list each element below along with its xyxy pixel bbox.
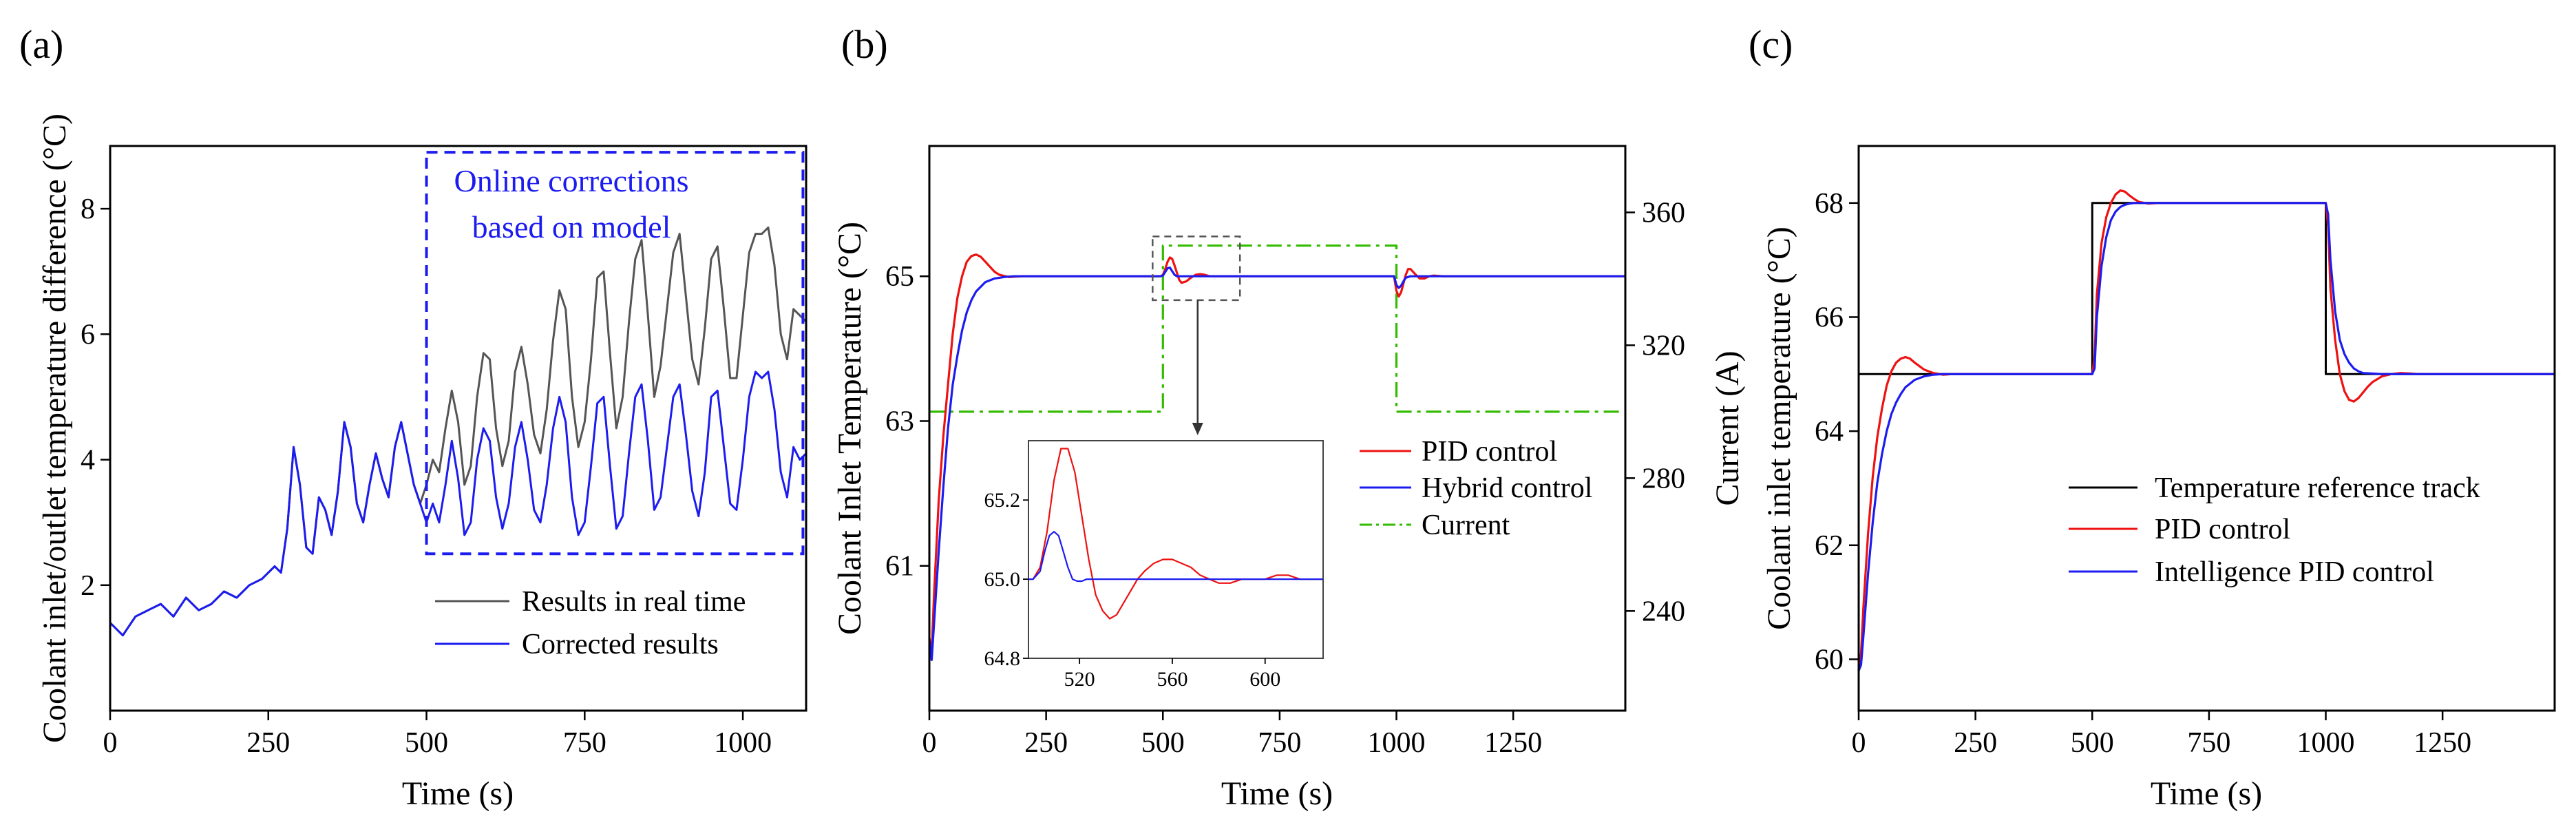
panel-a-plot-area [109, 226, 807, 637]
c-ytick-label: 60 [1815, 644, 1844, 676]
annotation-line-1: Online corrections [454, 163, 688, 198]
b-ytick-label: 63 [885, 406, 914, 437]
pid-line-b [928, 253, 1625, 654]
legend-label-realtime: Results in real time [522, 586, 746, 618]
panel-b-legend: PID control Hybrid control Current [1360, 436, 1592, 541]
inset-hybrid-line [1028, 530, 1323, 583]
a-xtick-label: 1000 [714, 727, 772, 759]
a-ytick-label: 2 [81, 570, 95, 602]
b-ytick-label: 61 [885, 551, 914, 583]
inset-frame [1028, 440, 1324, 659]
panel-a: (a) 0 250 500 750 1000 2 4 6 8 Time (s) Coolant … [19, 22, 807, 812]
legend-label-pid: PID control [1422, 436, 1557, 468]
panel-b-letter: (b) [841, 22, 888, 67]
b-ytick-label-right: 320 [1642, 330, 1685, 362]
b-xtick-label: 0 [922, 727, 937, 759]
a-ytick-label: 8 [81, 193, 95, 225]
b-xtick-label: 250 [1024, 727, 1068, 759]
panel-b-frame [928, 145, 1627, 712]
panel-a-ticks: 0 250 500 750 1000 2 4 6 8 [81, 193, 772, 759]
legend-label-hybrid: Hybrid control [1422, 472, 1592, 504]
online-correction-box [425, 151, 805, 556]
a-ytick-label: 6 [81, 319, 95, 350]
panel-a-frame [109, 145, 807, 712]
panel-a-ylabel: Coolant inlet/outlet temperature differe… [36, 114, 73, 743]
c-ytick-label: 64 [1815, 416, 1844, 448]
pid-line-c [1857, 189, 2555, 671]
panel-a-xlabel: Time (s) [402, 775, 514, 812]
corrected-line [109, 370, 807, 637]
a-ytick-label: 4 [81, 445, 95, 477]
panel-a-letter: (a) [19, 22, 63, 67]
panel-b-ylabel-right: Current (A) [1709, 350, 1746, 505]
b-ytick-label-right: 360 [1642, 197, 1685, 229]
a-xtick-label: 250 [246, 727, 290, 759]
legend-label-pid-c: PID control [2155, 514, 2290, 545]
panel-b-ylabel: Coolant Inlet Temperature (°C) [832, 222, 868, 635]
b-xtick-label: 1000 [1368, 727, 1426, 759]
legend-label-reference: Temperature reference track [2155, 472, 2480, 504]
inset-ytick-label: 65.0 [984, 568, 1021, 591]
inset-xtick-label: 600 [1249, 668, 1280, 691]
b-xtick-label: 750 [1258, 727, 1301, 759]
a-xtick-label: 0 [103, 727, 118, 759]
zoom-region-box [1152, 235, 1241, 302]
panel-c-ticks: 0 250 500 750 1000 1250 60 62 64 66 68 [1815, 188, 2471, 759]
hybrid-line-b [928, 266, 1625, 662]
current-line [929, 244, 1625, 413]
legend-label-corrected: Corrected results [522, 629, 719, 660]
inset-plot: 520 560 600 64.8 65.0 65.2 [984, 440, 1324, 691]
a-xtick-label: 500 [405, 727, 448, 759]
annotation-line-2: based on model [472, 209, 671, 244]
c-xtick-label: 1000 [2297, 727, 2355, 759]
panel-c-xlabel: Time (s) [2151, 775, 2262, 812]
panel-c-plot-area [1857, 189, 2555, 671]
panel-c: (c) 0 250 500 750 1000 1250 60 62 64 66 68 Time (s… [1749, 22, 2556, 812]
c-xtick-label: 250 [1954, 727, 1997, 759]
b-ytick-label: 65 [885, 261, 914, 293]
b-ytick-label-right: 280 [1642, 463, 1685, 494]
c-xtick-label: 750 [2187, 727, 2230, 759]
panel-c-ylabel: Coolant inlet temperature (°C) [1761, 227, 1797, 630]
panel-b-ticks: 0 250 500 750 1000 1250 61 63 65 240 280 320 360 [885, 197, 1685, 759]
b-xtick-label: 1250 [1484, 727, 1542, 759]
c-ytick-label: 68 [1815, 188, 1844, 220]
b-xtick-label: 500 [1141, 727, 1185, 759]
panel-c-legend: Temperature reference track PID control … [2069, 472, 2480, 588]
panel-b-xlabel: Time (s) [1221, 775, 1333, 812]
c-ytick-label: 66 [1815, 302, 1844, 333]
panel-c-frame [1857, 145, 2556, 712]
a-xtick-label: 750 [563, 727, 606, 759]
realtime-line [109, 226, 807, 637]
c-ytick-label: 62 [1815, 530, 1844, 562]
panel-a-legend: Results in real time Corrected results [435, 586, 746, 660]
b-ytick-label-right: 240 [1642, 596, 1685, 627]
inset-xtick-label: 520 [1064, 668, 1095, 691]
zoom-arrow-head [1192, 423, 1203, 435]
legend-label-current: Current [1422, 510, 1510, 541]
intelligence-pid-line [1857, 202, 2555, 671]
c-xtick-label: 500 [2071, 727, 2114, 759]
inset-ytick-label: 65.2 [984, 489, 1021, 512]
c-xtick-label: 1250 [2414, 727, 2471, 759]
panel-c-letter: (c) [1749, 22, 1793, 67]
c-xtick-label: 0 [1852, 727, 1866, 759]
reference-line [1859, 202, 2555, 375]
inset-ytick-label: 64.8 [984, 647, 1021, 670]
legend-label-intelligence: Intelligence PID control [2155, 556, 2434, 588]
panel-b: (b) 0 250 500 750 1000 1250 61 63 65 240 280 320 360… [832, 22, 1746, 812]
inset-xtick-label: 560 [1157, 668, 1187, 691]
panel-b-plot-area [928, 244, 1625, 662]
